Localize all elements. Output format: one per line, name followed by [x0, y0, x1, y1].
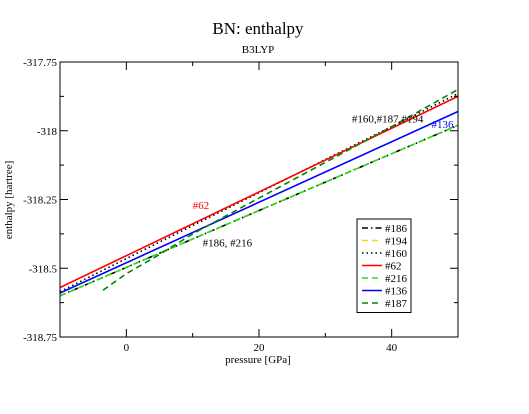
- legend-label: #186: [385, 223, 408, 235]
- x-tick-label: 0: [124, 342, 130, 354]
- y-tick-label: -318.25: [23, 195, 57, 207]
- x-tick-label: 20: [254, 342, 266, 354]
- legend-label: #160: [385, 248, 408, 260]
- y-tick-label: -317.75: [23, 57, 57, 69]
- legend-label: #62: [385, 261, 402, 273]
- legend-label: #216: [385, 273, 408, 285]
- series-layer: [60, 88, 458, 297]
- axis-layer: 0 20 40 -318.75 -318.5 -318.25 -318 -317.75: [23, 57, 459, 354]
- annotation-label: #62: [193, 200, 210, 212]
- y-tick-label: -318.75: [23, 332, 57, 344]
- annotation-layer: #160,#187,#194 #136 #62 #186, #216: [193, 114, 454, 250]
- legend-label: #187: [385, 298, 408, 310]
- annotation-label: #136: [431, 119, 454, 131]
- series-line-136: [60, 110, 458, 294]
- x-tick-label: 40: [386, 342, 398, 354]
- y-axis-label: enthalpy [hartree]: [3, 161, 15, 239]
- annotation-label: #160,#187,#194: [352, 114, 424, 126]
- chart-subtitle: B3LYP: [242, 44, 275, 56]
- chart-title: BN: enthalpy: [212, 19, 304, 38]
- x-axis-label: pressure [GPa]: [225, 354, 291, 366]
- series-line-62: [60, 95, 458, 289]
- y-tick-label: -318: [37, 126, 58, 138]
- series-line-216: [60, 124, 458, 297]
- legend: #186#194#160#62#216#136#187: [356, 218, 412, 313]
- legend-label: #194: [385, 236, 408, 248]
- series-line-187: [102, 88, 458, 291]
- legend-label: #136: [385, 286, 408, 298]
- annotation-label: #186, #216: [203, 237, 253, 249]
- y-tick-label: -318.5: [29, 263, 58, 275]
